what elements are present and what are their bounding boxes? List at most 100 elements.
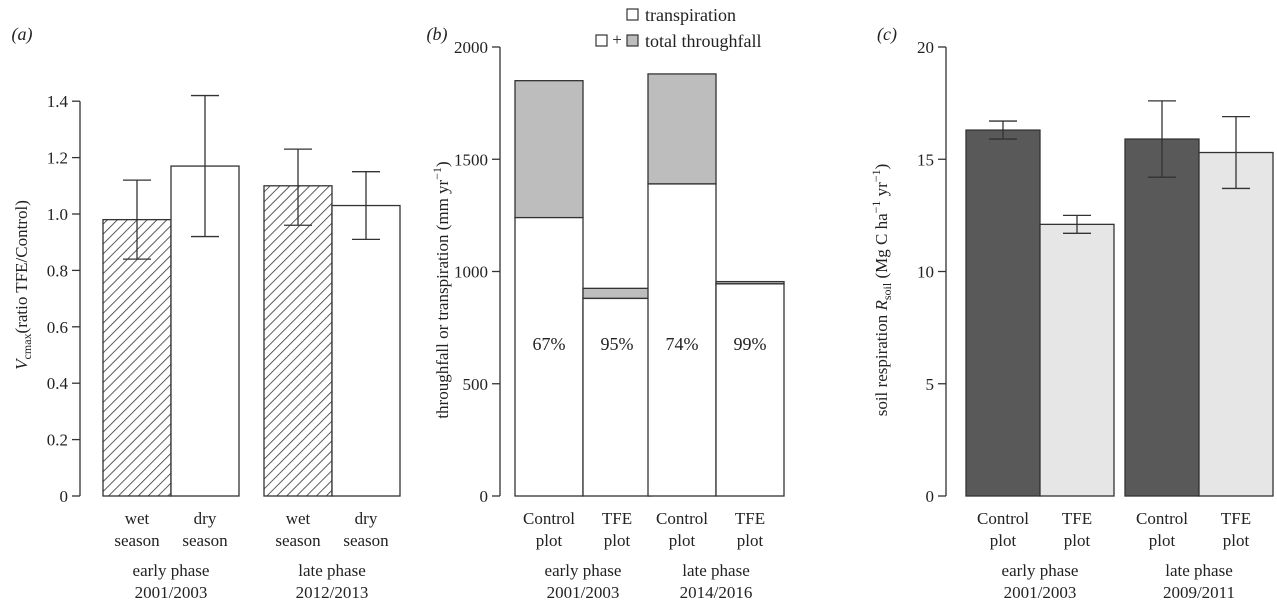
group-label-line2: 2001/2003 bbox=[547, 583, 620, 602]
legend-swatch-grey bbox=[626, 34, 639, 47]
group-label-line1: late phase bbox=[682, 561, 750, 580]
bar-label-line1: dry bbox=[355, 509, 378, 528]
y-label-superscript: −1 bbox=[430, 167, 444, 180]
group-label-line2: 2009/2011 bbox=[1163, 583, 1235, 602]
y-tick-label: 20 bbox=[917, 38, 934, 57]
y-tick-label: 1500 bbox=[454, 150, 488, 169]
bar bbox=[102, 218, 172, 497]
legend-label-total-throughfall: total throughfall bbox=[645, 31, 761, 51]
percent-label: 67% bbox=[533, 334, 566, 354]
percent-label: 95% bbox=[601, 334, 634, 354]
bar-label-line2: season bbox=[343, 531, 389, 550]
group-label-line2: 2001/2003 bbox=[135, 583, 208, 602]
y-label-subscript: cmax bbox=[20, 333, 34, 359]
panel-a: (a) 0 0.2 0.4 0.6 0.8 1.0 1.2 1.4 Vcmax(ratio TFE… bbox=[12, 24, 401, 602]
bar-label-line2: plot bbox=[669, 531, 696, 550]
y-tick-label: 1.2 bbox=[47, 149, 68, 168]
y-tick-label: 0.8 bbox=[47, 261, 68, 280]
group-label-line1: early phase bbox=[1002, 561, 1079, 580]
bar-throughfall-segment bbox=[647, 73, 717, 185]
y-tick-label: 1.0 bbox=[47, 205, 68, 224]
y-tick-label: 5 bbox=[926, 375, 935, 394]
y-label-text: throughfall or transpiration (mm yr bbox=[433, 179, 452, 418]
bar bbox=[1039, 223, 1115, 497]
y-tick-label: 10 bbox=[917, 263, 934, 282]
bar-label-line1: dry bbox=[194, 509, 217, 528]
y-tick-label: 500 bbox=[463, 375, 489, 394]
y-tick-label: 2000 bbox=[454, 38, 488, 57]
bar-label-line2: plot bbox=[1064, 531, 1091, 550]
y-label-subscript: soil bbox=[880, 282, 894, 300]
bar-label-line1: wet bbox=[286, 509, 311, 528]
group-label-line1: late phase bbox=[1165, 561, 1233, 580]
bar-throughfall-segment bbox=[514, 80, 584, 219]
panel-label-b: (b) bbox=[427, 24, 448, 45]
bar-label-line1: Control bbox=[977, 509, 1029, 528]
y-tick-label: 15 bbox=[917, 150, 934, 169]
y-label-close: ) bbox=[433, 161, 452, 167]
bar-transpiration-segment bbox=[715, 283, 785, 497]
percent-label: 74% bbox=[666, 334, 699, 354]
percent-label: 99% bbox=[734, 334, 767, 354]
legend-label-transpiration: transpiration bbox=[645, 5, 736, 25]
y-axis-label: Vcmax(ratio TFE/Control) bbox=[12, 200, 34, 370]
panel-c: (c) 0 5 10 15 20 soil respiration Rsoil (Mg C … bbox=[869, 24, 1274, 602]
bar-label-line1: TFE bbox=[1221, 509, 1251, 528]
bar-label-line2: plot bbox=[536, 531, 563, 550]
y-tick-label: 0.6 bbox=[47, 318, 68, 337]
y-tick-label: 0 bbox=[926, 487, 935, 506]
bar-throughfall-segment bbox=[582, 287, 652, 300]
bar-label-line2: plot bbox=[1149, 531, 1176, 550]
y-label-unit2: yr bbox=[872, 182, 891, 201]
bar-label-line1: Control bbox=[1136, 509, 1188, 528]
y-label-close: ) bbox=[872, 164, 891, 170]
bar bbox=[1198, 151, 1274, 497]
bar-label-line2: season bbox=[275, 531, 321, 550]
y-axis-label: throughfall or transpiration (mm yr−1) bbox=[430, 161, 452, 418]
y-tick-label: 0.2 bbox=[47, 431, 68, 450]
group-label-line1: late phase bbox=[298, 561, 366, 580]
bar-label-line1: Control bbox=[656, 509, 708, 528]
y-label-text: (ratio TFE/Control) bbox=[12, 200, 31, 333]
bar bbox=[331, 204, 401, 497]
bar-label-line1: wet bbox=[125, 509, 150, 528]
group-label-line2: 2014/2016 bbox=[680, 583, 753, 602]
bar-label-line2: season bbox=[114, 531, 160, 550]
bar-label-line2: season bbox=[182, 531, 228, 550]
panel-label-c: (c) bbox=[877, 24, 897, 45]
bar-label-line1: Control bbox=[523, 509, 575, 528]
group-label-line1: early phase bbox=[133, 561, 210, 580]
group-label-line2: 2001/2003 bbox=[1004, 583, 1077, 602]
y-label-symbol: R bbox=[872, 300, 891, 312]
y-label-symbol: V bbox=[12, 357, 31, 370]
y-label-sup1: −1 bbox=[869, 201, 883, 214]
panel-b: (b) 0 500 1000 1500 2000 throughfall or transp… bbox=[427, 5, 785, 602]
y-label-prefix: soil respiration bbox=[872, 311, 891, 417]
legend-swatch-white bbox=[626, 8, 639, 21]
bar-label-line1: TFE bbox=[735, 509, 765, 528]
bar-label-line2: plot bbox=[1223, 531, 1250, 550]
bar-transpiration-segment bbox=[582, 297, 652, 497]
y-axis-label: soil respiration Rsoil (Mg C ha−1 yr−1) bbox=[869, 164, 894, 417]
bar bbox=[263, 185, 333, 497]
bar bbox=[965, 129, 1041, 497]
bar-label-line1: TFE bbox=[1062, 509, 1092, 528]
panel-label-a: (a) bbox=[12, 24, 33, 45]
bar-transpiration-segment bbox=[514, 216, 584, 497]
bar-label-line2: plot bbox=[990, 531, 1017, 550]
bar-label-line2: plot bbox=[737, 531, 764, 550]
legend-swatch-white bbox=[595, 34, 608, 47]
y-tick-label: 0 bbox=[60, 487, 69, 506]
y-label-unit1: (Mg C ha bbox=[872, 213, 891, 283]
bar bbox=[1124, 138, 1200, 497]
group-label-line1: early phase bbox=[545, 561, 622, 580]
y-tick-label: 1.4 bbox=[47, 92, 69, 111]
legend-plus: + bbox=[612, 30, 622, 49]
bar-label-line1: TFE bbox=[602, 509, 632, 528]
bar-label-line2: plot bbox=[604, 531, 631, 550]
y-tick-label: 0 bbox=[480, 487, 489, 506]
group-label-line2: 2012/2013 bbox=[296, 583, 369, 602]
y-tick-label: 1000 bbox=[454, 263, 488, 282]
y-tick-label: 0.4 bbox=[47, 374, 69, 393]
